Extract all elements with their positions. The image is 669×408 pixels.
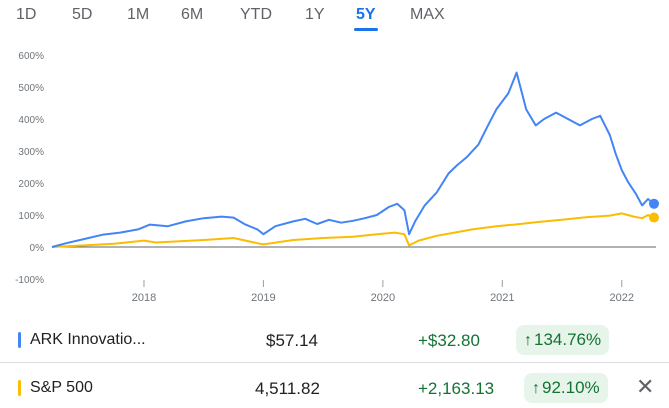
y-tick-label: 500% xyxy=(18,83,44,94)
legend-divider xyxy=(0,362,669,363)
percent-value: 92.10% xyxy=(542,378,600,397)
sp500-color-swatch xyxy=(18,380,21,396)
legend-row-sp500[interactable]: S&P 500 4,511.82 +2,163.13 ↑ 92.10% ✕ xyxy=(0,368,669,408)
ark-color-swatch xyxy=(18,332,21,348)
tab-5d[interactable]: 5D xyxy=(72,6,93,23)
series-price: 4,511.82 xyxy=(255,379,320,398)
y-tick-label: 200% xyxy=(18,179,44,190)
active-tab-indicator xyxy=(354,28,378,31)
tab-1y[interactable]: 1Y xyxy=(305,6,325,23)
series-percent-badge: ↑ 134.76% xyxy=(516,325,610,355)
series-line xyxy=(51,212,655,248)
x-tick-label: 2022 xyxy=(610,292,634,304)
up-arrow-icon: ↑ xyxy=(532,380,540,397)
tab-1m[interactable]: 1M xyxy=(127,6,150,23)
series-change: +$32.80 xyxy=(418,331,480,350)
y-axis: 600% 500% 400% 300% 200% 100% 0% -100% xyxy=(15,51,44,286)
close-icon[interactable]: ✕ xyxy=(636,374,655,399)
x-tick-label: 2018 xyxy=(132,292,156,304)
range-tabs: 1D 5D 1M 6M YTD 1Y 5Y MAX xyxy=(0,0,669,36)
percent-value: 134.76% xyxy=(534,330,602,349)
series-name: ARK Innovatio... xyxy=(30,331,146,348)
series-lines xyxy=(51,71,659,248)
series-line xyxy=(51,71,655,248)
tab-5y[interactable]: 5Y xyxy=(356,6,376,23)
tab-ytd[interactable]: YTD xyxy=(240,6,272,23)
x-axis: 2018 2019 2020 2021 2022 xyxy=(132,280,634,304)
up-arrow-icon: ↑ xyxy=(524,332,532,349)
x-tick-label: 2019 xyxy=(251,292,275,304)
performance-chart: 600% 500% 400% 300% 200% 100% 0% -100% 2018 2019… xyxy=(15,51,659,304)
y-tick-label: 0% xyxy=(30,243,45,254)
y-tick-label: 400% xyxy=(18,115,44,126)
x-tick-label: 2020 xyxy=(371,292,395,304)
series-name: S&P 500 xyxy=(30,379,93,396)
x-tick-label: 2021 xyxy=(490,292,514,304)
tab-max[interactable]: MAX xyxy=(410,6,445,23)
tab-6m[interactable]: 6M xyxy=(181,6,204,23)
tab-1d[interactable]: 1D xyxy=(16,6,37,23)
series-endpoint xyxy=(649,212,659,223)
series-endpoint xyxy=(649,198,659,209)
series-percent-badge: ↑ 92.10% xyxy=(524,373,608,403)
y-tick-label: 600% xyxy=(18,51,44,62)
y-tick-label: 300% xyxy=(18,147,44,158)
legend-row-ark[interactable]: ARK Innovatio... $57.14 +$32.80 ↑ 134.76% xyxy=(0,320,669,360)
y-tick-label: 100% xyxy=(18,211,44,222)
series-price: $57.14 xyxy=(266,331,318,350)
series-change: +2,163.13 xyxy=(418,379,495,398)
y-tick-label: -100% xyxy=(15,275,44,286)
